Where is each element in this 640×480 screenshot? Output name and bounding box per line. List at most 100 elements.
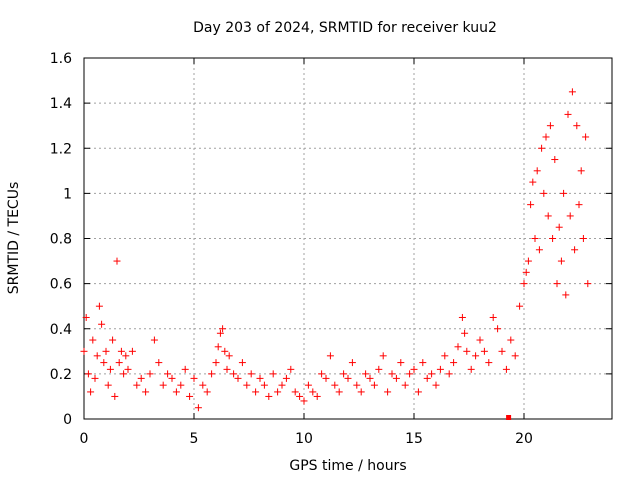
data-point bbox=[549, 235, 557, 242]
y-tick-labels: 0 0.2 0.4 0.6 0.8 1 1.2 1.4 1.6 bbox=[50, 51, 72, 428]
data-point bbox=[379, 352, 387, 360]
data-point bbox=[502, 365, 510, 373]
special-point bbox=[506, 415, 512, 420]
y-tick-label: 0 bbox=[63, 412, 72, 428]
data-point bbox=[535, 246, 543, 254]
data-point bbox=[194, 404, 202, 412]
data-point bbox=[362, 370, 370, 378]
data-point bbox=[252, 388, 260, 396]
data-point bbox=[322, 374, 330, 382]
data-point bbox=[542, 133, 550, 141]
data-point bbox=[566, 212, 574, 220]
data-point bbox=[419, 359, 427, 367]
y-tick-label: 1 bbox=[63, 186, 72, 202]
y-axis-title: SRMTID / TECUs bbox=[6, 182, 22, 295]
data-point bbox=[84, 370, 92, 378]
data-point bbox=[326, 352, 334, 360]
data-point bbox=[304, 381, 312, 389]
data-point bbox=[463, 347, 471, 355]
data-point bbox=[344, 374, 352, 382]
data-point bbox=[300, 397, 308, 405]
data-point bbox=[256, 374, 264, 382]
y-tick-label: 0.8 bbox=[50, 232, 72, 248]
data-point bbox=[142, 388, 150, 396]
data-point bbox=[91, 374, 99, 382]
data-point bbox=[137, 374, 145, 382]
y-tick-label: 0.4 bbox=[50, 322, 72, 338]
data-point bbox=[172, 388, 180, 396]
data-point bbox=[309, 388, 317, 396]
data-point bbox=[516, 302, 524, 310]
data-point bbox=[117, 347, 125, 355]
data-point bbox=[168, 374, 176, 382]
data-point bbox=[527, 201, 535, 209]
x-tick-label: 15 bbox=[405, 431, 423, 447]
data-point bbox=[579, 235, 587, 242]
data-point bbox=[318, 370, 326, 378]
data-point bbox=[247, 370, 255, 378]
data-point bbox=[538, 144, 546, 152]
data-point bbox=[260, 381, 268, 389]
data-point bbox=[219, 325, 227, 333]
data-point bbox=[401, 381, 409, 389]
data-point bbox=[199, 381, 207, 389]
data-point bbox=[313, 392, 321, 400]
data-point bbox=[366, 374, 374, 382]
data-point bbox=[269, 370, 277, 378]
data-point bbox=[544, 212, 552, 220]
data-point bbox=[533, 167, 541, 175]
data-point bbox=[560, 189, 568, 197]
data-point bbox=[177, 381, 185, 389]
data-point bbox=[397, 359, 405, 367]
data-point bbox=[155, 359, 163, 367]
data-point bbox=[208, 370, 216, 378]
data-point bbox=[282, 374, 290, 382]
data-point bbox=[450, 359, 458, 367]
data-point bbox=[577, 167, 585, 175]
data-point bbox=[498, 347, 506, 355]
x-tick-label: 0 bbox=[80, 431, 89, 447]
data-point bbox=[234, 374, 242, 382]
data-point bbox=[428, 370, 436, 378]
data-point bbox=[146, 370, 154, 378]
data-point bbox=[124, 365, 132, 373]
y-tick-label: 1.6 bbox=[50, 51, 72, 67]
data-point bbox=[348, 359, 356, 367]
data-point bbox=[113, 257, 121, 265]
data-point bbox=[568, 88, 576, 96]
data-point bbox=[370, 381, 378, 389]
data-point bbox=[540, 189, 548, 197]
data-point bbox=[230, 370, 238, 378]
data-point bbox=[551, 156, 559, 164]
data-points bbox=[80, 88, 592, 412]
data-point bbox=[353, 381, 361, 389]
data-point bbox=[243, 381, 251, 389]
x-axis-title: GPS time / hours bbox=[289, 458, 406, 474]
data-point bbox=[584, 280, 592, 288]
data-point bbox=[511, 352, 519, 360]
data-point bbox=[454, 343, 462, 351]
data-point bbox=[432, 381, 440, 389]
data-point bbox=[555, 223, 563, 231]
data-point bbox=[102, 347, 110, 355]
axis-ticks bbox=[83, 57, 612, 420]
data-point bbox=[494, 325, 502, 333]
data-point bbox=[531, 235, 539, 242]
data-point bbox=[181, 365, 189, 373]
data-point bbox=[357, 388, 365, 396]
data-point bbox=[214, 343, 222, 351]
data-point bbox=[291, 388, 299, 396]
y-tick-label: 1.4 bbox=[50, 96, 72, 112]
data-point bbox=[216, 329, 224, 337]
data-point bbox=[388, 370, 396, 378]
data-point bbox=[507, 336, 515, 344]
data-point bbox=[529, 178, 537, 186]
y-tick-label: 1.2 bbox=[50, 141, 72, 157]
special-marker bbox=[506, 415, 512, 420]
data-point bbox=[87, 388, 95, 396]
x-tick-labels: 0 5 10 15 20 bbox=[80, 431, 533, 447]
data-point bbox=[104, 381, 112, 389]
data-point bbox=[221, 347, 229, 355]
data-point bbox=[274, 388, 282, 396]
